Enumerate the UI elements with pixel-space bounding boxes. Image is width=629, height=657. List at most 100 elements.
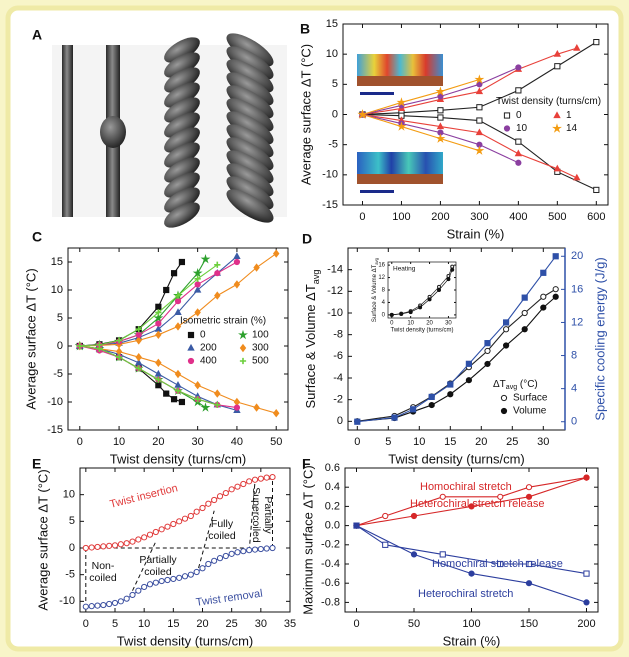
- marker: [521, 309, 528, 317]
- x-axis-title: Strain (%): [447, 226, 505, 241]
- marker: [447, 391, 454, 398]
- marker: [129, 591, 136, 599]
- y-tick-label: 0.0: [325, 520, 340, 532]
- series-line: [79, 345, 218, 406]
- y2-tick-label: 8: [571, 349, 577, 361]
- marker: [396, 121, 407, 131]
- marker: [135, 326, 142, 333]
- marker: [187, 331, 195, 339]
- panel-letter: C: [32, 229, 42, 245]
- marker: [447, 381, 454, 388]
- marker: [155, 303, 162, 310]
- x-axis-title: Twist density (turns/cm): [388, 451, 525, 466]
- marker: [155, 330, 162, 340]
- marker: [76, 342, 83, 350]
- marker: [154, 369, 163, 377]
- marker: [152, 579, 159, 586]
- y2-tick-label: 20: [571, 250, 583, 262]
- y-tick-label: -2: [333, 394, 343, 406]
- marker: [117, 598, 124, 605]
- marker: [435, 86, 446, 96]
- marker: [497, 493, 504, 500]
- marker: [573, 173, 581, 181]
- marker: [437, 107, 444, 114]
- marker: [435, 133, 446, 143]
- y-axis-title: Surface & Volume ΔTavg: [303, 270, 321, 409]
- supercoil: [226, 46, 274, 80]
- marker: [234, 483, 241, 490]
- marker: [123, 540, 130, 547]
- y-tick-label: -0.8: [321, 596, 340, 608]
- y-tick-label: 10: [63, 489, 75, 501]
- y-tick-label: -10: [47, 396, 63, 408]
- marker: [135, 358, 143, 366]
- marker: [233, 258, 241, 266]
- marker: [170, 270, 178, 277]
- y-axis-title: Average surface ΔT (°C): [298, 44, 313, 185]
- marker: [216, 555, 224, 562]
- marker: [552, 123, 562, 133]
- marker: [257, 475, 264, 482]
- legend-label: 10: [516, 123, 528, 134]
- y-tick-label: 12: [378, 275, 385, 281]
- marker: [437, 284, 441, 289]
- series-line: [356, 525, 587, 575]
- marker: [573, 43, 581, 51]
- plot-frame: [79, 467, 291, 613]
- x-tick-label: 20: [426, 321, 433, 327]
- yarn-photo-strip: [357, 174, 443, 184]
- legend-label: 1: [566, 110, 572, 121]
- y-tick-label: 15: [326, 18, 338, 30]
- marker: [253, 403, 260, 412]
- marker: [146, 531, 154, 538]
- series-line: [362, 113, 480, 152]
- legend-label: 0: [516, 110, 522, 121]
- marker: [135, 336, 142, 345]
- marker: [439, 551, 446, 558]
- x-tick-label: 100: [392, 211, 410, 223]
- legend-title: ΔTavg (°C): [493, 379, 538, 392]
- marker: [450, 267, 455, 272]
- marker: [253, 263, 260, 272]
- y-tick-label: 8: [382, 288, 386, 294]
- marker: [158, 577, 165, 585]
- y-tick-label: -5: [65, 569, 75, 581]
- marker: [205, 560, 212, 568]
- marker: [521, 294, 528, 301]
- supercoil: [226, 111, 274, 145]
- y-tick-label: -5: [328, 139, 338, 151]
- coil: [164, 82, 200, 108]
- supercoil: [226, 59, 274, 93]
- y-tick-label: 0: [382, 312, 386, 318]
- inset-title: Heating: [393, 266, 416, 273]
- marker: [222, 552, 229, 560]
- marker: [155, 309, 162, 316]
- marker: [152, 528, 159, 536]
- x-tick-label: 30: [192, 436, 204, 448]
- marker: [115, 354, 123, 361]
- marker: [465, 377, 472, 384]
- annotation-line: coiled: [144, 566, 172, 578]
- marker: [246, 478, 253, 485]
- marker: [497, 560, 504, 568]
- marker: [234, 549, 241, 556]
- y-tick-label: 0: [332, 108, 338, 120]
- scale-bar: [360, 92, 394, 95]
- marker: [211, 557, 218, 564]
- marker: [170, 396, 178, 403]
- coil: [164, 127, 200, 153]
- marker: [437, 288, 441, 292]
- x-tick-label: 5: [385, 436, 391, 448]
- y-tick-label: -15: [322, 199, 338, 211]
- marker: [269, 544, 276, 552]
- marker: [155, 358, 162, 368]
- y-tick-label: 0.6: [325, 462, 340, 474]
- marker: [174, 292, 182, 299]
- marker: [176, 574, 183, 581]
- marker: [187, 512, 194, 520]
- y-tick-label: 0.4: [325, 481, 340, 493]
- marker: [174, 381, 182, 388]
- marker: [82, 603, 89, 610]
- x-axis-title: Twist density (turns/cm): [117, 633, 254, 648]
- y-tick-label: 10: [326, 48, 338, 60]
